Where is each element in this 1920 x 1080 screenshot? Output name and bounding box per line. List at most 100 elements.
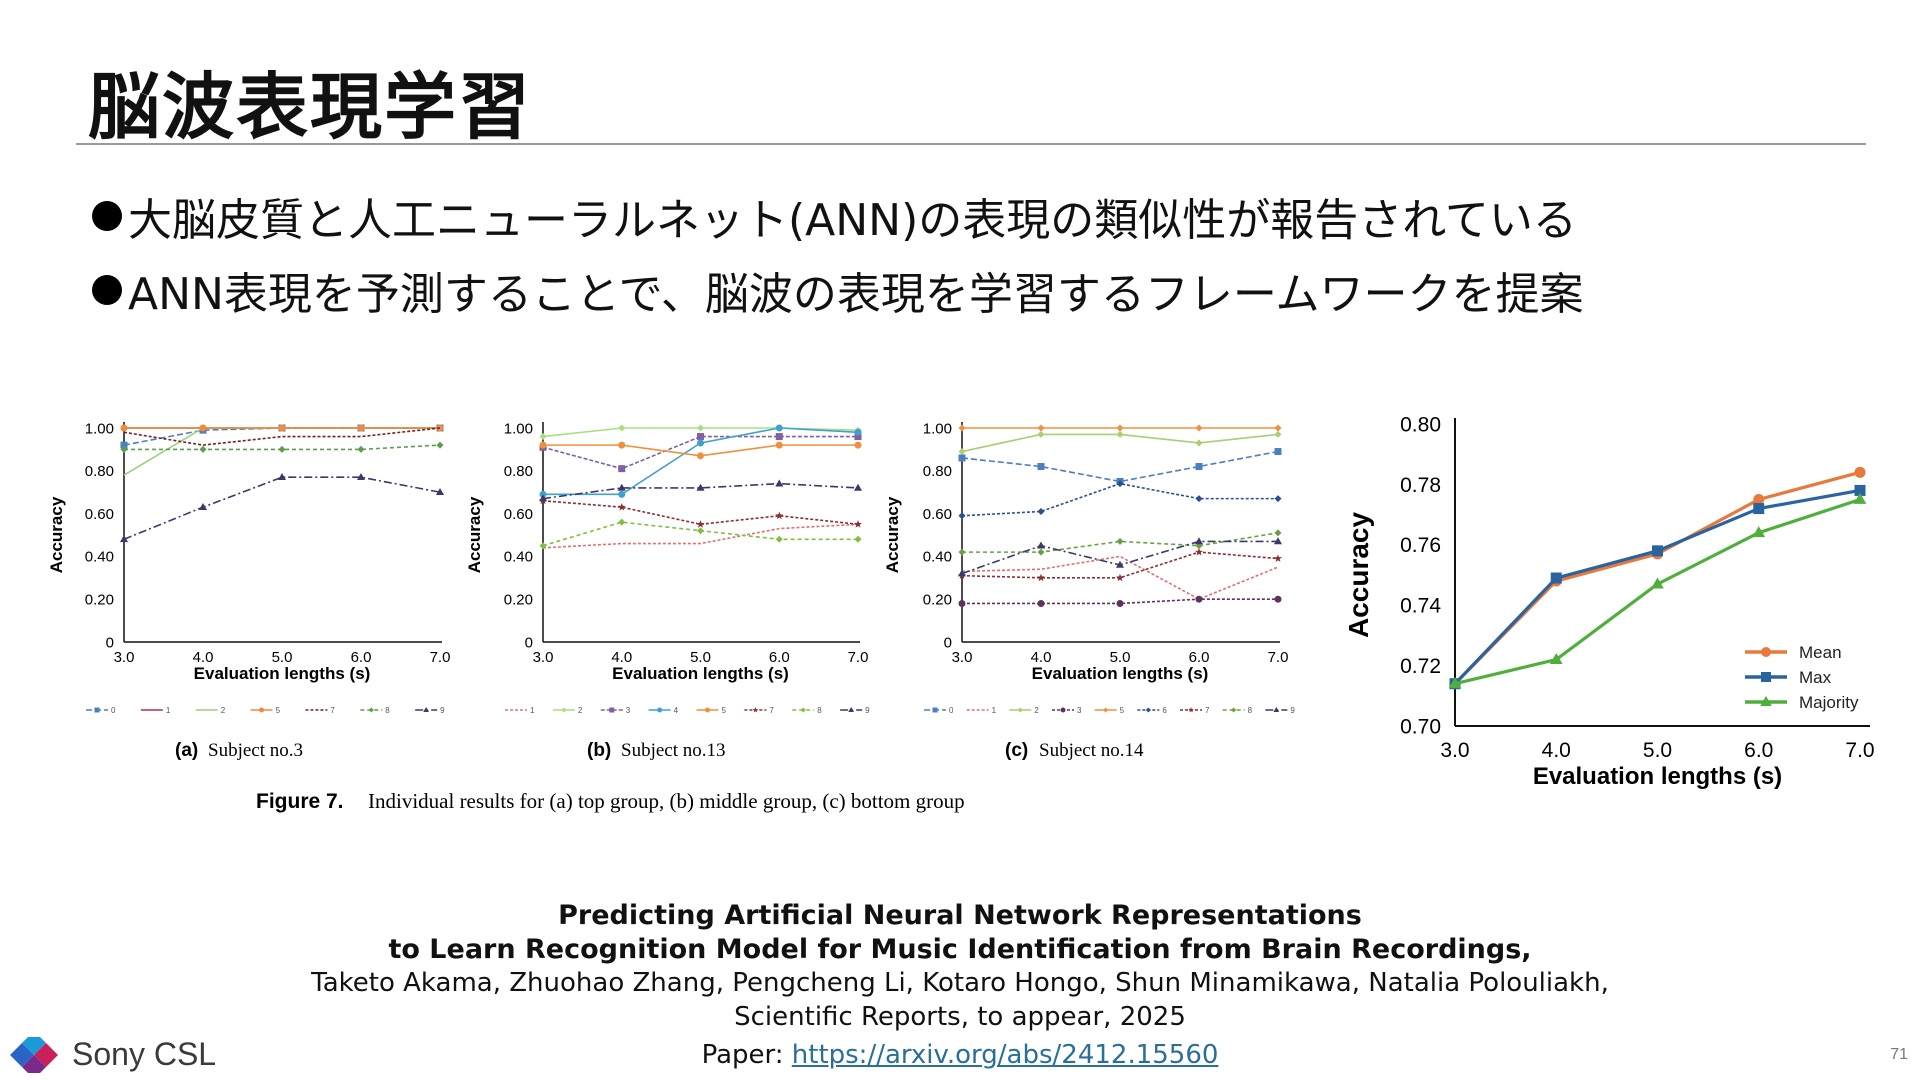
x-tick-label: 3.0 — [114, 649, 135, 666]
data-point — [1037, 548, 1045, 556]
data-point — [1448, 677, 1462, 689]
x-tick-label: 6.0 — [351, 649, 372, 666]
series-9 — [119, 473, 445, 543]
slide-title: 脳波表現学習 — [88, 65, 533, 149]
legend-item-5: 5 — [696, 706, 727, 715]
data-point — [1274, 424, 1282, 432]
x-tick-label: 5.0 — [690, 649, 711, 666]
legend-marker — [1145, 707, 1151, 713]
data-point — [775, 441, 783, 449]
y-tick-label: 0.80 — [504, 463, 533, 480]
x-axis-label: Evaluation lengths (s) — [194, 664, 371, 683]
data-point — [538, 494, 548, 502]
data-point — [1195, 595, 1203, 603]
x-tick-label: 6.0 — [769, 649, 790, 666]
y-tick-label: 0.80 — [1400, 413, 1441, 436]
x-axis-label: Evaluation lengths (s) — [1032, 664, 1209, 683]
data-point — [617, 483, 626, 491]
legend-label: 2 — [221, 706, 226, 715]
x-tick-label: 6.0 — [1744, 739, 1773, 762]
y-axis-label: Accuracy — [1343, 512, 1374, 639]
legend-item-3: 3 — [1052, 706, 1082, 715]
legend-label: 1 — [530, 706, 535, 715]
data-point — [1116, 480, 1124, 488]
x-tick-label: 6.0 — [1189, 649, 1210, 666]
legend-item-1: 1 — [966, 706, 997, 715]
sony-csl-logo-icon — [10, 1037, 58, 1073]
legend-marker — [1103, 707, 1109, 713]
y-tick-label: 0.60 — [504, 506, 533, 523]
data-point — [1115, 560, 1125, 568]
chart-mean: 0.70 0.72 0.74 0.76 0.78 0.80 3.0 4.0 5.0 6.0 7.0 E… — [1343, 413, 1875, 790]
legend-label: 9 — [1290, 706, 1295, 715]
panel-b-label: (b) Subject no.13 — [587, 740, 726, 761]
y-tick-label: 0.60 — [923, 506, 952, 523]
legend-label: 8 — [1248, 706, 1253, 715]
paper-label: Paper: — [701, 1040, 792, 1070]
series-9 — [957, 537, 1283, 577]
data-point — [958, 448, 966, 456]
reference-paper: Paper: https://arxiv.org/abs/2412.15560 — [240, 1040, 1680, 1070]
data-point — [199, 445, 207, 453]
y-tick-label: 0.78 — [1400, 474, 1441, 497]
legend-item-9: 9 — [415, 706, 445, 715]
data-point — [958, 599, 966, 607]
data-point — [697, 439, 704, 447]
legend-label: 6 — [1162, 706, 1167, 715]
caption-label: Figure 7. — [256, 790, 344, 813]
reference-authors: Taketo Akama, Zhuohao Zhang, Pengcheng L… — [311, 968, 1609, 998]
series-line-7 — [542, 499, 859, 526]
legend-item-2: 2 — [1009, 706, 1039, 715]
x-tick-label: 4.0 — [1542, 739, 1571, 762]
data-point — [1274, 554, 1282, 562]
paper-link[interactable]: https://arxiv.org/abs/2412.15560 — [791, 1040, 1219, 1070]
data-point — [1195, 495, 1203, 503]
data-point — [775, 424, 783, 432]
chart-b: 0 0.20 0.40 0.60 0.80 1.00 3.0 4.0 5.0 6.0 7.0 Eval… — [465, 420, 870, 715]
data-point — [1195, 439, 1203, 447]
legend-item-0: 0 — [86, 706, 116, 715]
data-point — [697, 527, 704, 535]
x-axis-label: Evaluation lengths (s) — [612, 664, 789, 683]
legend-label: 5 — [1120, 706, 1125, 715]
data-point — [1854, 466, 1866, 478]
legend-item-2: 2 — [195, 706, 226, 715]
panel-a-label: (a) Subject no.3 — [175, 740, 303, 761]
reference-journal: Scientific Reports, to appear, 2025 — [734, 1002, 1186, 1032]
y-tick-label: 0.80 — [85, 463, 114, 480]
y-axis-label: Accuracy — [47, 496, 66, 573]
panel-a-letter: (a) — [175, 740, 198, 761]
y-tick-label: 1.00 — [504, 420, 533, 437]
legend-label: 1 — [992, 706, 997, 715]
legend-marker — [1017, 707, 1023, 713]
series-6 — [958, 480, 1282, 520]
y-tick-label: 0.40 — [85, 549, 114, 566]
series-2 — [958, 430, 1282, 456]
data-point — [696, 520, 705, 528]
legend-item-1: 1 — [140, 706, 171, 715]
data-point — [854, 535, 862, 543]
legend-item-8: 8 — [1222, 706, 1253, 715]
x-tick-label: 7.0 — [1845, 739, 1874, 762]
data-point — [854, 433, 862, 441]
data-point — [539, 441, 547, 449]
legend-label: 5 — [722, 706, 727, 715]
legend-item-5: 5 — [1094, 706, 1125, 715]
x-tick-label: 7.0 — [430, 649, 451, 666]
series-8 — [539, 518, 862, 550]
data-point — [120, 441, 128, 449]
x-axis-label: Evaluation lengths (s) — [1533, 763, 1782, 790]
x-tick-label: 4.0 — [193, 649, 214, 666]
series-line-6 — [961, 482, 1278, 517]
data-point — [697, 452, 704, 460]
data-point — [1274, 529, 1282, 537]
legend-label: 3 — [626, 706, 631, 715]
legend-item-Max: Max — [1745, 668, 1832, 687]
data-point — [436, 441, 444, 449]
data-point — [1550, 572, 1562, 584]
data-point — [1195, 424, 1203, 432]
panel-c-subject: Subject no.14 — [1039, 740, 1144, 761]
data-point — [1037, 599, 1045, 607]
data-point — [357, 424, 365, 432]
y-tick-label: 0.20 — [85, 591, 114, 608]
